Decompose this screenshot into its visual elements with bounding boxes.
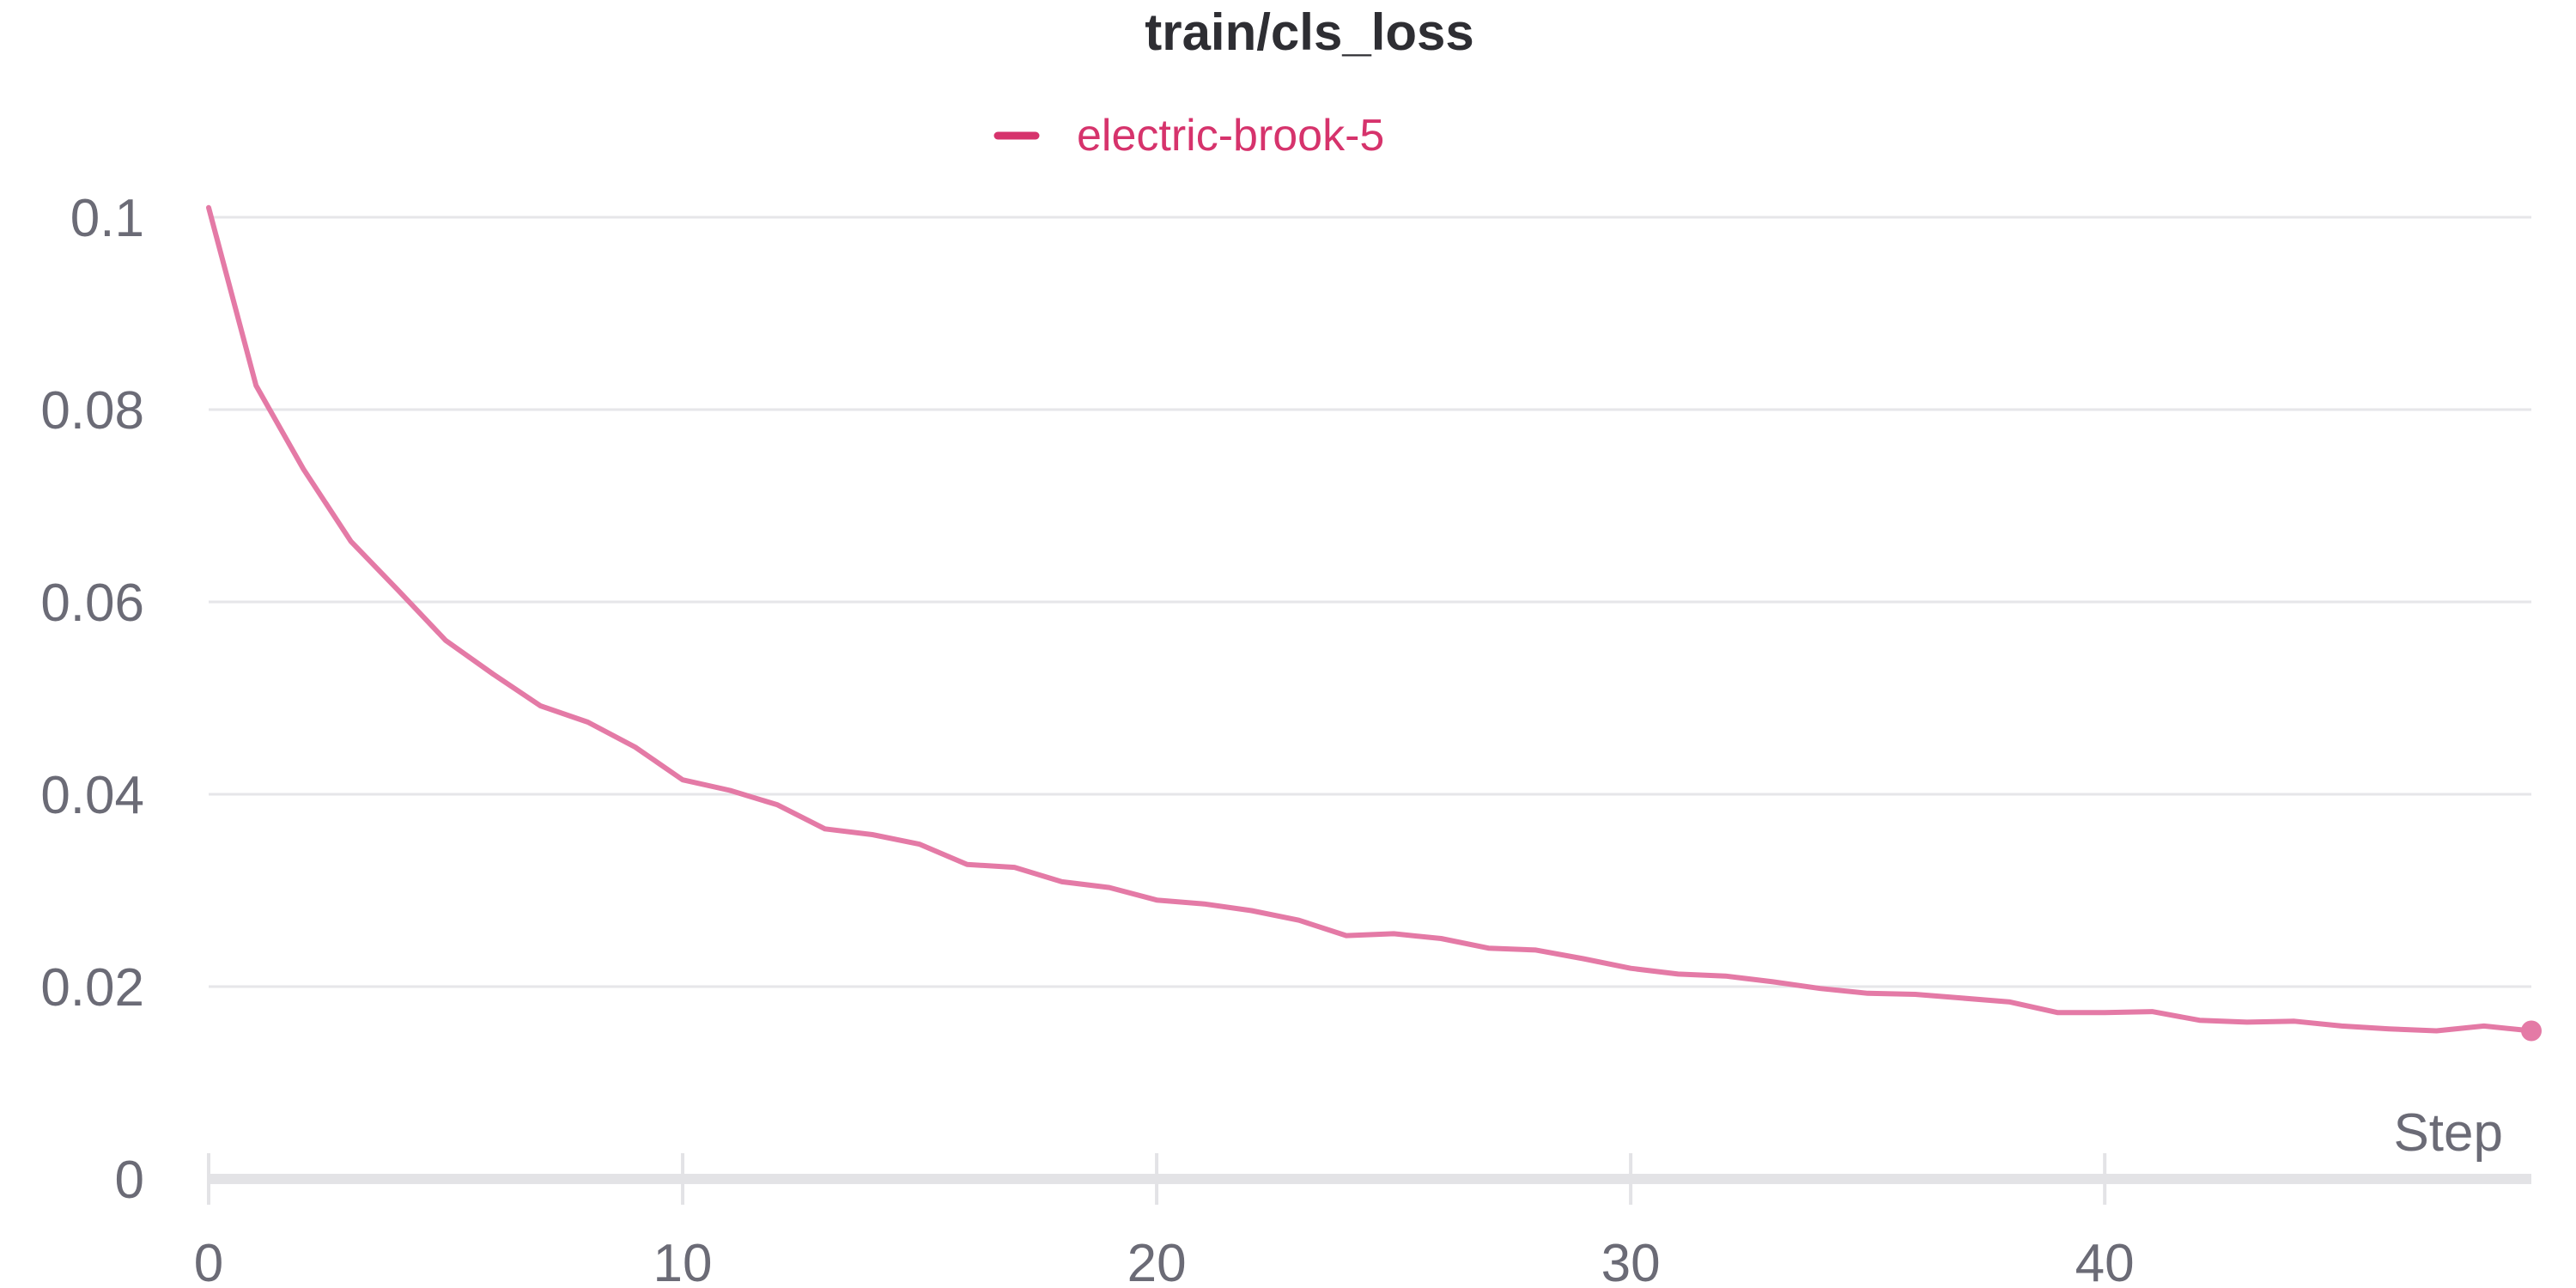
y-tick-label: 0.04 [40,766,144,825]
series-layer[interactable] [206,204,2542,1042]
x-axis: 0 10 20 30 40 [194,1153,2531,1288]
gridlines [209,216,2531,988]
y-axis: 0 0.02 0.04 0.06 0.08 0.1 [40,189,144,1210]
x-tick-label: 10 [653,1234,713,1288]
y-tick-label: 0.1 [70,189,144,248]
y-tick-label: 0.08 [40,381,144,440]
y-tick-label: 0.02 [40,958,144,1018]
legend-label-electric-brook-5: electric-brook-5 [1077,111,1384,161]
chart-title: train/cls_loss [1145,3,1474,61]
x-axis-title: Step [2393,1103,2503,1163]
x-tick-label: 20 [1127,1234,1187,1288]
y-tick-label: 0.06 [40,574,144,633]
x-tick-label: 40 [2075,1234,2135,1288]
legend[interactable]: electric-brook-5 [993,111,1384,161]
y-tick-label: 0 [115,1151,144,1210]
x-tick-label: 30 [1601,1234,1661,1288]
series-end-point[interactable] [2521,1020,2542,1042]
x-tick-label: 0 [194,1234,223,1288]
series-line[interactable] [206,204,2534,1034]
